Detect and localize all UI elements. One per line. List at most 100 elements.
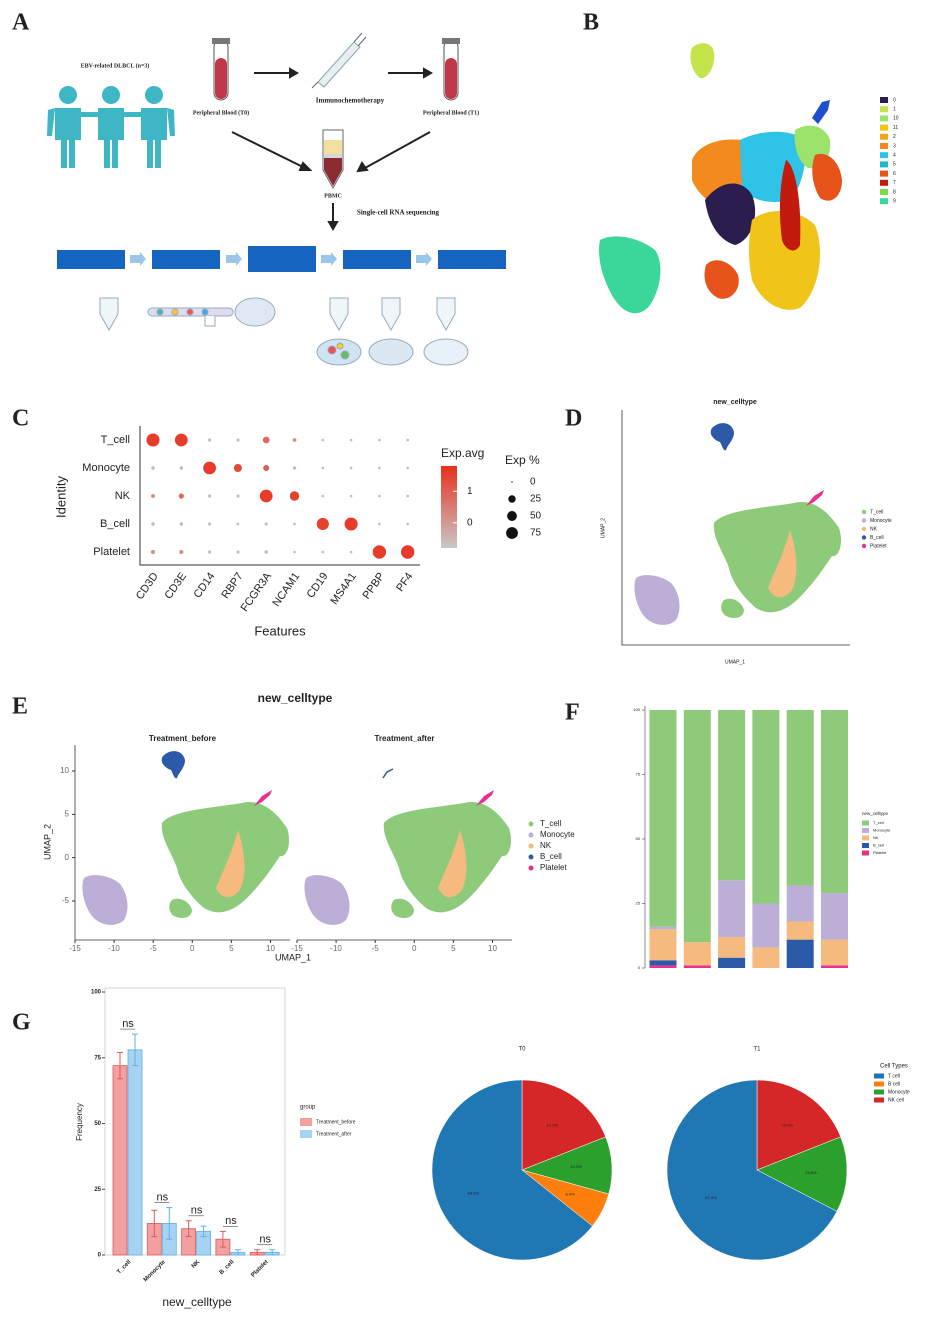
chart-title: T0 xyxy=(518,1047,526,1053)
dot xyxy=(293,522,296,526)
legend-swatch xyxy=(880,143,888,149)
x-tick-label: PPBP xyxy=(361,571,388,602)
celltype-umap xyxy=(621,410,850,646)
y-tick-label: 10 xyxy=(60,766,69,775)
legend-label: 1 xyxy=(893,107,896,113)
y-tick-label: 50 xyxy=(636,836,641,841)
dot xyxy=(236,522,240,526)
legend-label: Platelet xyxy=(870,543,887,549)
error-bar xyxy=(254,1249,261,1256)
dot xyxy=(263,464,270,472)
chart-title: new_celltype xyxy=(713,399,757,406)
legend-swatch xyxy=(528,854,534,860)
dot xyxy=(174,433,188,447)
legend-swatch xyxy=(862,828,869,833)
axis xyxy=(139,426,420,566)
y-tick-label: 25 xyxy=(636,901,641,906)
dot xyxy=(151,522,155,526)
legend-swatch xyxy=(874,1097,884,1103)
dot xyxy=(344,517,358,531)
legend-label: Treatment_after xyxy=(316,1131,352,1137)
pie-slice xyxy=(431,1079,593,1261)
annotation: ns xyxy=(259,1234,271,1246)
y-tick-label: 75 xyxy=(94,1055,101,1061)
bar-segment xyxy=(649,926,677,930)
pipeline-step xyxy=(57,246,506,272)
size-label: 0 xyxy=(530,477,536,488)
pie-slice xyxy=(666,1079,838,1261)
dot xyxy=(179,549,184,555)
dot xyxy=(208,550,212,554)
error-bar xyxy=(269,1249,276,1256)
dot xyxy=(372,545,387,559)
panel-label: C xyxy=(12,406,29,432)
blood-tube xyxy=(212,38,460,101)
size-key xyxy=(508,495,516,503)
cohort-label: EBV-related DLBCL (n=3) xyxy=(81,62,150,69)
legend-title: group xyxy=(300,1105,316,1111)
bar-segment xyxy=(718,937,746,958)
y-tick-label: 0 xyxy=(65,853,70,862)
legend-swatch xyxy=(861,543,867,549)
y-tick-label: 50 xyxy=(94,1121,101,1127)
panel-label: D xyxy=(565,406,582,432)
bar-segment xyxy=(683,965,711,968)
y-tick-label: Monocyte xyxy=(82,462,130,474)
legend-label: NK xyxy=(870,526,878,532)
legend-swatch xyxy=(861,518,867,523)
x-tick-label: 0 xyxy=(190,944,195,953)
bar-segment xyxy=(786,939,814,968)
legend-title: new_celltype xyxy=(862,811,889,816)
subplot-title: Treatment_before xyxy=(149,734,217,743)
bar-segment xyxy=(718,880,746,938)
legend-label: Monocyte xyxy=(870,518,892,524)
legend-label: T_cell xyxy=(870,509,883,515)
blood-label: Peripheral Blood (T1) xyxy=(423,109,479,116)
dot xyxy=(321,494,325,498)
bar xyxy=(127,1049,143,1256)
legend-label: 11 xyxy=(893,125,898,131)
y-tick-label: 75 xyxy=(636,772,641,777)
dot xyxy=(179,522,184,526)
dot xyxy=(150,549,156,555)
blood-label: Peripheral Blood (T0) xyxy=(193,109,249,116)
dot xyxy=(146,433,160,447)
chart-title: T1 xyxy=(753,1047,761,1053)
split-umap xyxy=(82,751,512,925)
subplot-title: Treatment_after xyxy=(374,734,434,743)
legend-swatch xyxy=(300,1118,312,1126)
legend-title: Cell Types xyxy=(880,1064,908,1070)
dot xyxy=(151,494,155,498)
x-tick-label: 0 xyxy=(412,944,417,953)
bar-segment xyxy=(786,921,814,940)
dot xyxy=(208,438,212,442)
dot xyxy=(406,494,410,498)
x-tick-label: -5 xyxy=(372,944,380,953)
bar-segment xyxy=(718,957,746,968)
bar-segment xyxy=(786,885,814,922)
legend-label: Platelet xyxy=(540,863,567,872)
legend-swatch xyxy=(528,821,534,827)
slice-label: 67.4% xyxy=(705,1195,717,1200)
slice-label: 19.0% xyxy=(547,1122,559,1127)
slice-label: 10.3% xyxy=(570,1164,582,1169)
dot xyxy=(264,522,268,526)
x-tick-label: CD14 xyxy=(191,571,217,601)
x-tick-label: CD3D xyxy=(134,570,161,601)
x-tick-label: MS4A1 xyxy=(328,571,359,607)
dot xyxy=(378,438,381,442)
bar-segment xyxy=(649,960,677,966)
legend-label: 3 xyxy=(893,143,896,149)
pbmc-tube xyxy=(322,129,344,190)
legend-swatch xyxy=(874,1073,884,1079)
pie-slice xyxy=(756,1079,842,1171)
dot xyxy=(203,461,216,475)
annotation: ns xyxy=(156,1192,168,1204)
panel-label: F xyxy=(565,700,580,726)
dot xyxy=(400,545,415,559)
dot xyxy=(236,438,240,442)
legend-swatch xyxy=(862,843,869,848)
legend-label: 4 xyxy=(893,153,896,159)
legend-swatch xyxy=(880,170,888,177)
y-tick-label: 0 xyxy=(98,1253,102,1259)
